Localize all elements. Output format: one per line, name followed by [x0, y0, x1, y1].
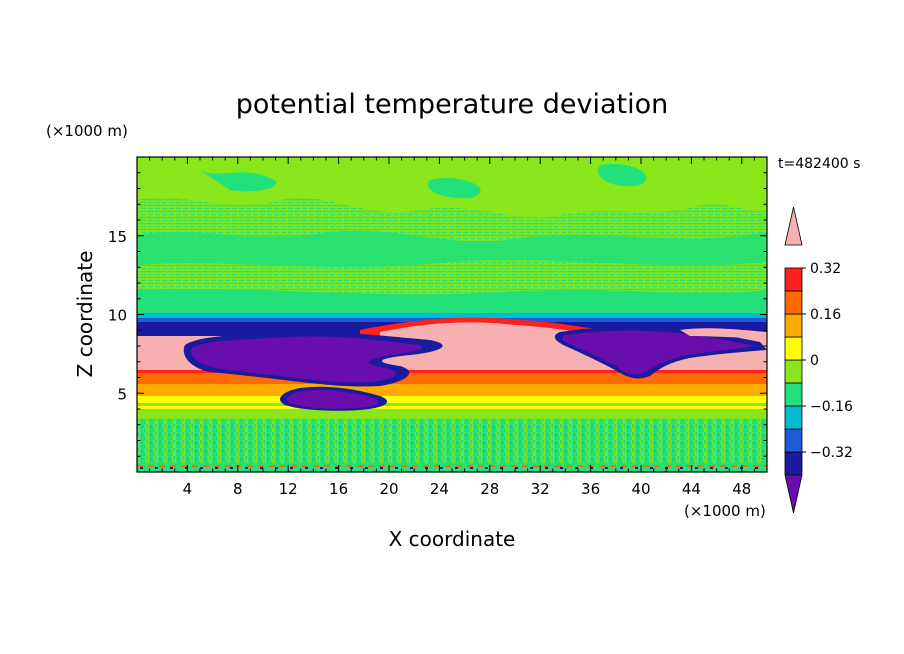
colorbar-box	[784, 313, 803, 338]
x-tick-label: 20	[379, 480, 398, 498]
x-tick-label: 24	[430, 480, 449, 498]
x-tick-label: 36	[581, 480, 600, 498]
plot-area	[137, 157, 767, 472]
x-tick-label: 40	[631, 480, 650, 498]
x-axis-ticks: 4 8 12 16 20 24 28 32 36 40 44 48	[149, 157, 755, 498]
colorbar-box	[784, 405, 803, 430]
x-tick-label: 12	[279, 480, 298, 498]
x-tick-label: 4	[183, 480, 193, 498]
y-tick-label: 5	[117, 385, 127, 403]
x-tick-label: 48	[732, 480, 751, 498]
x-tick-label: 16	[329, 480, 348, 498]
colorbar-box	[784, 359, 803, 384]
colorbar-tick-label: −0.16	[810, 399, 853, 415]
y-axis-label: Z coordinate	[73, 251, 97, 378]
x-tick-label: 8	[233, 480, 243, 498]
colorbar: 0.32 0.16 0 −0.16 −0.32	[784, 206, 853, 514]
x-axis-label: X coordinate	[389, 527, 516, 551]
chart-title: potential temperature deviation	[236, 89, 668, 120]
x-tick-label: 28	[480, 480, 499, 498]
colorbar-min-extend	[784, 474, 803, 514]
colorbar-box	[784, 428, 803, 453]
y-unit-label: (×1000 m)	[46, 122, 128, 140]
colorbar-box	[784, 267, 803, 292]
colorbar-box	[784, 336, 803, 361]
time-label: t=482400 s	[778, 156, 860, 172]
colorbar-max-extend	[784, 206, 803, 246]
colorbar-tick-label: 0.16	[810, 307, 841, 323]
colorbar-tick-label: −0.32	[810, 445, 853, 461]
colorbar-box	[784, 451, 803, 476]
y-tick-label: 10	[108, 307, 127, 325]
x-tick-label: 32	[531, 480, 550, 498]
colorbar-tick-label: 0	[810, 353, 819, 369]
colorbar-box	[784, 382, 803, 407]
colorbar-tick-label: 0.32	[810, 261, 841, 277]
y-tick-label: 15	[108, 228, 127, 246]
x-unit-label: (×1000 m)	[684, 502, 766, 520]
y-axis-ticks: 5 10 15	[108, 172, 767, 457]
x-tick-label: 44	[682, 480, 701, 498]
colorbar-box	[784, 290, 803, 315]
